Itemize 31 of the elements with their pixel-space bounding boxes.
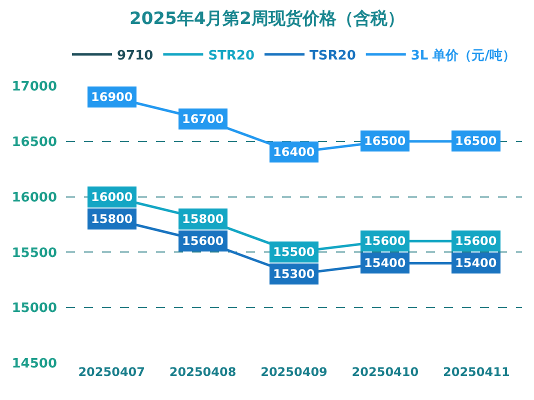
data-label: 15600 [364,234,406,248]
data-label: 16900 [91,90,133,104]
data-label: 16700 [182,112,224,126]
x-tick-label: 20250411 [443,365,510,379]
data-label: 16500 [455,134,497,148]
x-tick-label: 20250408 [169,365,236,379]
y-tick-label: 14500 [12,356,57,372]
data-label: 16000 [91,190,133,204]
data-label: 16400 [273,145,315,159]
x-tick-label: 20250407 [78,365,145,379]
data-label: 15600 [182,234,224,248]
y-tick-label: 16000 [12,190,57,206]
y-tick-label: 17000 [12,80,57,95]
data-label: 15800 [182,212,224,226]
y-tick-label: 16500 [12,134,57,150]
x-tick-label: 20250409 [260,365,328,379]
data-label: 16500 [364,134,406,148]
x-tick-label: 20250410 [352,365,419,379]
y-tick-label: 15000 [12,301,57,316]
data-label: 15400 [364,256,406,270]
legend-label: TSR20 [310,48,356,64]
chart-title: 2025年4月第2周现货价格（含税） [130,8,404,29]
legend-label: STR20 [208,48,255,64]
legend-label: 3L 单价（元/吨） [410,47,516,64]
data-label: 15400 [455,256,497,270]
data-label: 15800 [91,212,133,226]
data-label: 15300 [273,267,315,281]
y-tick-label: 15500 [12,246,57,261]
data-label: 15600 [455,234,497,248]
legend-label: 9710 [117,48,154,64]
data-label: 15500 [273,245,315,259]
